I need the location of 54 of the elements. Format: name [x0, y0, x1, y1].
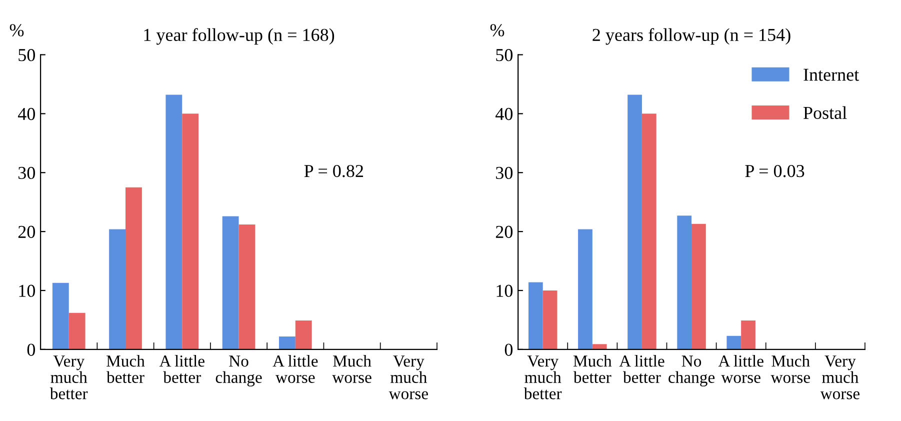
y-tick-label: 30: [496, 166, 513, 180]
x-tick-label: Very much better: [524, 356, 562, 400]
y-axis-title: %: [490, 24, 504, 36]
annotation: P = 0.82: [304, 164, 363, 178]
x-tick-label: Much worse: [770, 354, 810, 383]
x-tick-label: No change: [668, 356, 715, 386]
bar: [542, 290, 558, 350]
bar: [642, 114, 656, 350]
chart-title: 1 year follow-up (n = 168): [144, 28, 334, 45]
y-tick-label: 40: [496, 108, 513, 120]
y-tick-label: 0: [27, 344, 35, 356]
y-axis-title: %: [10, 24, 24, 36]
y-tick-label: 50: [18, 48, 35, 62]
bar: [741, 320, 756, 350]
bar: [295, 320, 312, 350]
x-tick-label: Very much better: [50, 356, 88, 400]
x-tick-label: A little worse: [718, 354, 764, 383]
bar: [68, 312, 86, 350]
x-tick-label: Much better: [106, 354, 145, 383]
bar: [238, 224, 256, 350]
bar: [677, 216, 692, 350]
y-tick-label: 50: [496, 48, 513, 62]
x-tick-label: A little better: [159, 354, 204, 383]
y-tick-label: 10: [19, 284, 35, 297]
annotation: P = 0.03: [745, 164, 804, 178]
bar: [628, 94, 642, 350]
y-tick-label: 10: [496, 284, 513, 297]
x-tick-label: A little better: [619, 354, 664, 383]
bar: [182, 114, 199, 350]
bar: [528, 282, 543, 350]
chart-title: 2 years follow-up (n = 154): [592, 28, 790, 45]
bar: [52, 282, 69, 350]
x-tick-label: Very much worse: [388, 356, 428, 400]
y-tick-label: 20: [496, 226, 513, 238]
y-tick-label: 0: [504, 344, 513, 356]
x-tick-label: Much worse: [332, 354, 372, 383]
bar: [166, 94, 182, 350]
bar: [692, 224, 706, 350]
legend-label: Postal: [803, 106, 847, 119]
legend-label: Internet: [804, 68, 860, 81]
x-tick-label: Much better: [573, 354, 612, 383]
bar: [125, 187, 142, 350]
bar: [278, 336, 296, 350]
x-tick-label: No change: [216, 356, 262, 386]
x-tick-label: A little worse: [272, 354, 318, 383]
bar: [578, 229, 592, 350]
bar: [592, 344, 607, 350]
x-tick-label: Very much worse: [820, 356, 860, 400]
y-tick-label: 20: [18, 226, 35, 238]
bar: [222, 216, 239, 350]
y-tick-label: 40: [18, 108, 35, 120]
y-tick-label: 30: [18, 166, 35, 180]
bar: [726, 336, 742, 350]
bar: [109, 229, 126, 350]
